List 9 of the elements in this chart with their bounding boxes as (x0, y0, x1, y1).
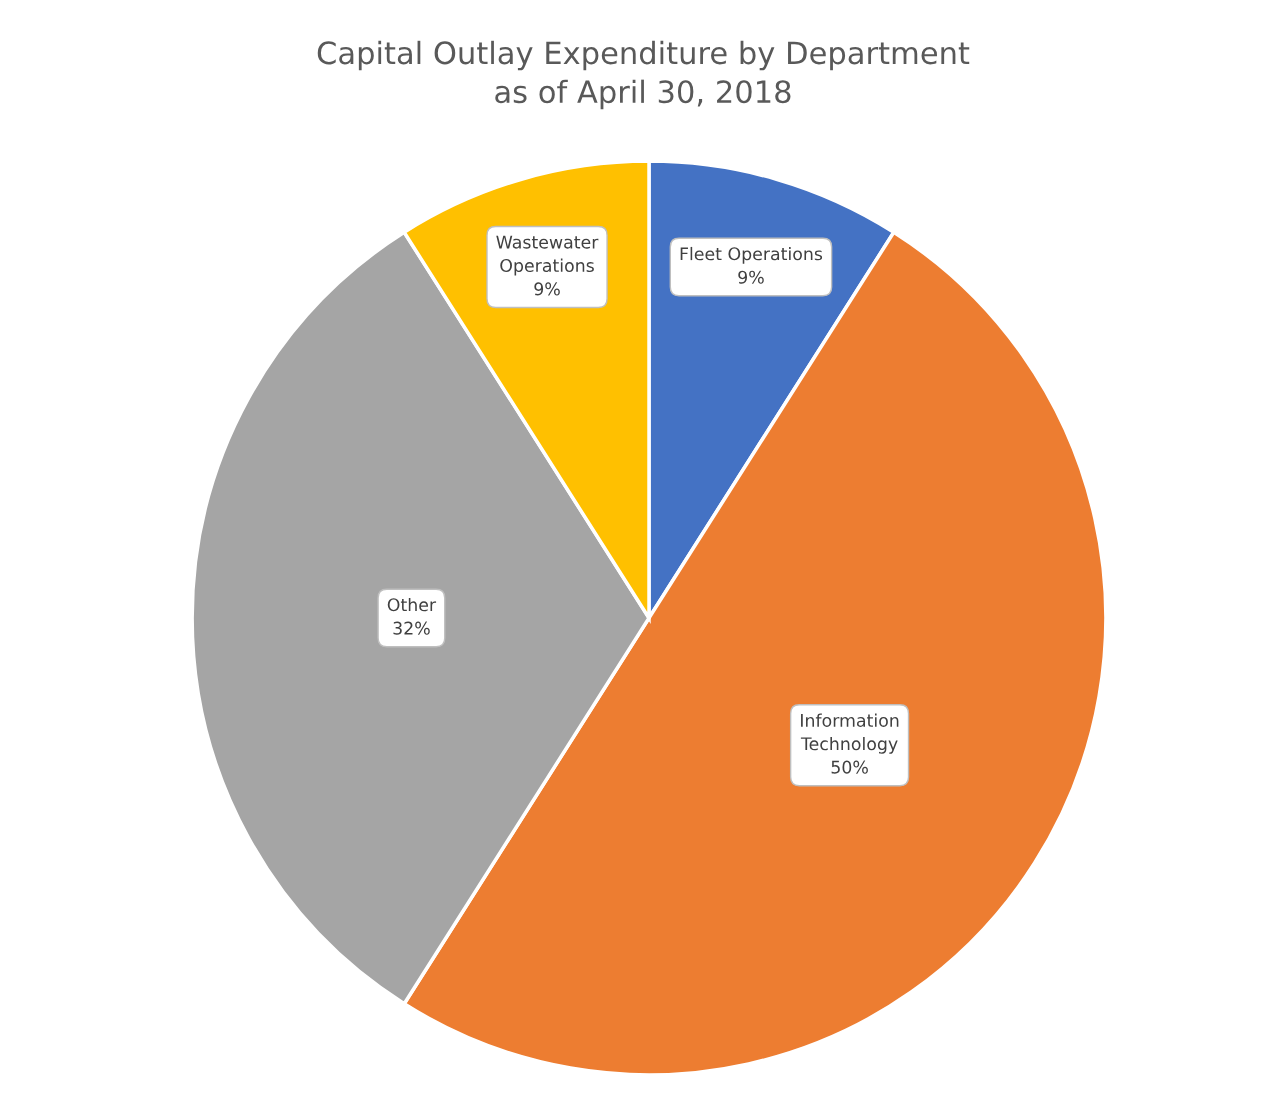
data-label: 9% (738, 270, 764, 284)
data-label: 32% (393, 621, 430, 635)
slice-label: Fleet Operations (680, 246, 823, 264)
slice-label: Other (387, 597, 437, 612)
chart-title: Capital Outlay Expenditure by Department as of April 30, 2018 (317, 40, 970, 110)
data-label: 9% (534, 282, 560, 296)
slice-label: Information Technology (800, 713, 899, 754)
data-label: 50% (831, 760, 868, 774)
slice-label: Wastewater Operations (496, 235, 599, 276)
